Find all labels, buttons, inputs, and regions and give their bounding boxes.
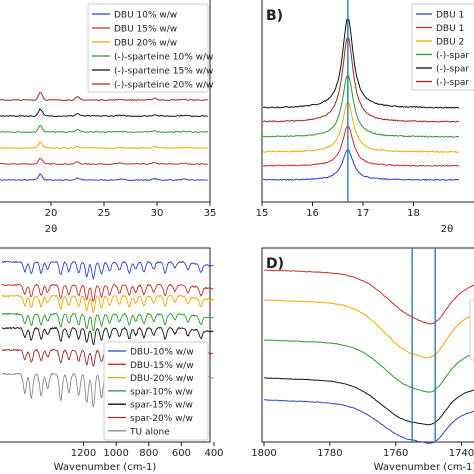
panel-a-series-line [0, 92, 208, 101]
panel-c-xtick-label: 400 [204, 448, 223, 459]
panel-b: 15 16 17 18 2θ B) DBU 1 DBU 1 DBU 2 (-)-spar (-)-s… [256, 0, 474, 235]
panel-a-xlabel: 2θ [45, 224, 57, 235]
panel-b-series-line [262, 101, 460, 153]
panel-b-legend-entry: (-)-spar [436, 51, 469, 61]
panel-d-xtick-label: 1740 [449, 448, 474, 459]
panel-a-series-line [0, 108, 208, 117]
panel-c-legend-entry: DBU-10% w/w [130, 348, 194, 358]
panel-c-xlabel: Wavenumber (cm-1) [54, 462, 157, 473]
panel-b-xtick-label: 18 [407, 208, 420, 219]
panel-d-label: D) [266, 256, 284, 272]
panel-c-xtick-label: 1000 [103, 448, 128, 459]
panel-d-legend-box [469, 299, 474, 361]
panel-a: 20 25 30 35 2θ DBU 10% w/w DBU 15% w/w DBU 20% … [0, 0, 216, 235]
panel-b-series-line [263, 149, 460, 181]
panel-b-label: B) [266, 8, 283, 24]
panel-d-series-line [263, 299, 474, 359]
panel-d-xtick-label: 1760 [383, 448, 408, 459]
panel-b-xtick-label: 15 [256, 208, 269, 219]
panel-c-legend-entry: TU alone [129, 427, 170, 437]
panel-d-series-line [263, 339, 474, 393]
panel-a-xtick-label: 30 [151, 208, 164, 219]
panel-b-frame [261, 0, 474, 203]
panel-b-legend-entry: (-)-spar [436, 65, 469, 75]
panel-a-legend-entry: (-)-sparteine 15% w/w [114, 67, 213, 77]
panel-d: 1800 1780 1760 1740 Wavenumber (cm-1) D) [251, 247, 474, 473]
panel-b-series-line [262, 36, 460, 123]
panel-a-legend-entry: (-)-sparteine 10% w/w [114, 53, 213, 63]
panel-b-legend-entry: DBU 1 [436, 24, 464, 34]
panel-b-xtick-label: 17 [357, 208, 370, 219]
panel-b-legend-entry: DBU 2 [436, 38, 464, 48]
panel-a-legend-entry: DBU 15% w/w [114, 25, 177, 35]
panel-c-legend-entry: spar-15% w/w [130, 401, 193, 411]
panel-c-series-line [1, 294, 214, 313]
panel-c-xtick-label: 800 [139, 448, 158, 459]
panel-a-series-line [0, 141, 208, 149]
panel-c-xtick-label: 1200 [71, 448, 96, 459]
panel-c-legend-entry: spar-20% w/w [130, 414, 193, 424]
panel-c-series-line [1, 283, 214, 302]
panel-c-legend-entry: DBU-20% w/w [130, 374, 194, 384]
panel-d-series-line [264, 399, 474, 444]
panel-d-series-line [263, 377, 474, 426]
panel-c-series-line [1, 260, 214, 280]
panel-d-xtick-label: 1800 [251, 448, 276, 459]
panel-d-xlabel: Wavenumber (cm-1) [374, 462, 474, 473]
panel-a-series-line [0, 125, 208, 133]
panel-c-legend-box [103, 341, 209, 441]
panel-a-legend-box [87, 3, 209, 93]
panel-a-xtick-label: 35 [204, 208, 217, 219]
panel-b-legend-entry: (-)-spar [436, 78, 469, 88]
panel-d-series-line [263, 269, 474, 325]
panel-a-series-line [0, 157, 208, 165]
panel-b-xlabel: 2θ [441, 224, 453, 235]
panel-c-series-line [1, 312, 214, 332]
panel-a-xtick-label: 25 [98, 208, 111, 219]
panel-a-series-line [0, 173, 208, 181]
panel-d-frame [261, 247, 474, 443]
panel-b-xtick-label: 16 [306, 208, 319, 219]
panel-d-xtick-label: 1780 [317, 448, 342, 459]
panel-c: 1200 1000 800 600 400 Wavenumber (cm-1) DBU-10… [0, 247, 224, 473]
panel-c-frame [0, 247, 211, 443]
panel-c-series-line [1, 326, 214, 346]
panel-a-legend-entry: (-)-sparteine 20% w/w [114, 81, 213, 91]
panel-b-series-line [262, 125, 460, 167]
panel-a-xtick-label: 20 [45, 208, 58, 219]
panel-b-series-line [262, 74, 460, 138]
panel-a-legend-entry: DBU 20% w/w [114, 39, 177, 49]
panel-a-legend-entry: DBU 10% w/w [114, 11, 177, 21]
panel-c-legend-entry: DBU-15% w/w [130, 361, 194, 371]
panel-c-legend-entry: spar-10% w/w [130, 387, 193, 397]
panel-c-xtick-label: 600 [172, 448, 191, 459]
panel-b-legend-entry: DBU 1 [436, 11, 464, 21]
panel-b-series-line [263, 17, 460, 109]
